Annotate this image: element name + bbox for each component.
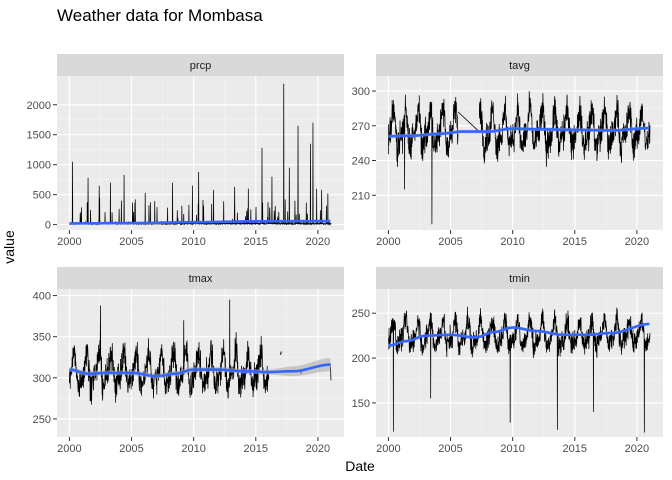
facet-tmax: tmax 2000 2005 2010 2015 2020 250 300 350 400 — [33, 267, 344, 455]
x-tick-label: 2015 — [244, 443, 268, 455]
facet-label-tmax: tmax — [189, 273, 213, 285]
y-tick-label: 200 — [352, 353, 370, 365]
series-group-prcp — [69, 83, 332, 226]
series-group-tmin — [388, 306, 651, 433]
x-tick-label: 2005 — [119, 236, 143, 248]
x-tick-label: 2015 — [563, 236, 587, 248]
x-tick-label: 2010 — [181, 236, 205, 248]
x-tick-label: 2005 — [119, 443, 143, 455]
facet-tavg: tavg 2000 2005 2010 2015 2020 210 240 270 300 — [352, 54, 663, 248]
facet-label-prcp: prcp — [190, 60, 211, 72]
x-tick-label: 2010 — [500, 236, 524, 248]
y-tick-label: 500 — [33, 190, 51, 202]
series-line-tavg — [478, 91, 651, 167]
x-axis-title: Date — [345, 458, 375, 474]
y-tick-label: 250 — [33, 414, 51, 426]
isolated-point-tmax — [280, 351, 282, 355]
y-tick-label: 300 — [352, 86, 370, 98]
x-tick-label: 2000 — [376, 236, 400, 248]
y-axis-title: value — [1, 230, 17, 264]
smooth-line-tmin — [388, 322, 650, 347]
x-tick-label: 2010 — [500, 443, 524, 455]
x-tick-label: 2005 — [438, 236, 462, 248]
series-group-tavg — [388, 91, 651, 225]
panel-background-tmin — [376, 289, 663, 437]
series-line-tavg — [388, 94, 459, 225]
facet-label-tmin: tmin — [509, 273, 530, 285]
series-group-tmax — [69, 299, 332, 405]
y-tick-label: 270 — [352, 121, 370, 133]
x-tick-label: 2015 — [244, 236, 268, 248]
y-tick-label: 210 — [352, 190, 370, 202]
y-tick-label: 250 — [352, 308, 370, 320]
y-tick-label: 1000 — [27, 160, 51, 172]
y-tick-label: 1500 — [27, 130, 51, 142]
facet-strip-tavg — [376, 54, 663, 76]
facet-strip-tmin — [376, 267, 663, 289]
panel-background-prcp — [57, 76, 344, 230]
y-tick-label: 150 — [352, 398, 370, 410]
x-tick-label: 2005 — [438, 443, 462, 455]
y-tick-label: 2000 — [27, 100, 51, 112]
y-tick-label: 240 — [352, 156, 370, 168]
series-line-tmin — [388, 306, 651, 433]
y-tick-label: 350 — [33, 332, 51, 344]
y-tick-label: 300 — [33, 373, 51, 385]
x-tick-label: 2000 — [376, 443, 400, 455]
facet-prcp: prcp 2000 2005 2010 2015 2020 0 500 1000 1500 2000 — [27, 54, 344, 248]
x-tick-label: 2010 — [181, 443, 205, 455]
facet-tmin: tmin 2000 2005 2010 2015 2020 150 200 250 — [352, 267, 663, 455]
facet-label-tavg: tavg — [509, 60, 530, 72]
x-tick-label: 2020 — [306, 236, 330, 248]
facet-strip-tmax — [57, 267, 344, 289]
panel-background-tavg — [376, 76, 663, 230]
y-tick-label: 400 — [33, 291, 51, 303]
x-tick-label: 2015 — [563, 443, 587, 455]
chart-title: Weather data for Mombasa — [57, 6, 263, 25]
x-tick-label: 2000 — [57, 236, 81, 248]
x-tick-label: 2000 — [57, 443, 81, 455]
x-tick-label: 2020 — [625, 443, 649, 455]
series-line-tmax — [69, 299, 270, 405]
smooth-line-tavg — [388, 126, 650, 138]
y-tick-label: 0 — [45, 220, 51, 232]
gap-connector-tavg — [457, 111, 480, 132]
smooth-line-prcp — [69, 219, 331, 225]
facet-strip-prcp — [57, 54, 344, 76]
x-tick-label: 2020 — [625, 236, 649, 248]
smooth-line-tmax — [69, 363, 331, 378]
x-tick-label: 2020 — [306, 443, 330, 455]
